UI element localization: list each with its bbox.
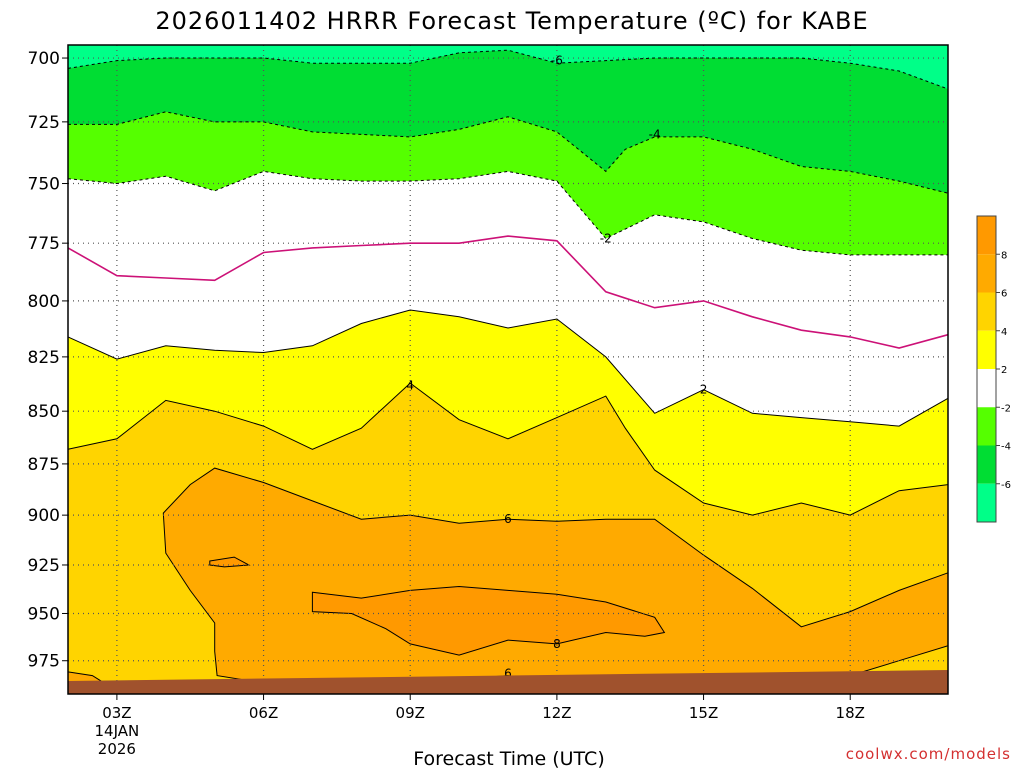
y-tick-label: 775 (28, 234, 60, 254)
colorbar-label: 2 (1001, 365, 1007, 376)
colorbar-band (977, 407, 996, 446)
colorbar-band (977, 254, 996, 293)
contour-label: 2 (700, 383, 708, 397)
colorbar-label: 8 (1001, 250, 1007, 261)
contour-label: 8 (553, 637, 561, 651)
source-credit: coolwx.com/models (846, 745, 1011, 763)
colorbar-band (977, 445, 996, 484)
x-date-label: 14JAN (95, 722, 140, 740)
y-tick-label: 800 (28, 292, 60, 312)
x-tick-label: 09Z (396, 704, 425, 722)
y-tick-label: 750 (28, 175, 60, 195)
colorbar-label: -4 (1001, 442, 1011, 453)
plot-frame (67, 44, 949, 695)
contour-label: 4 (406, 378, 414, 392)
y-tick-label: 950 (28, 604, 60, 624)
contour-line-4 (67, 382, 949, 516)
band-below-minus6 (68, 45, 948, 89)
contour-line--4 (68, 111, 949, 194)
contour-label: 6 (504, 512, 512, 526)
x-year-label: 2026 (98, 740, 136, 758)
plot-area: -6 -4 -2 2 4 6 8 6 (67, 45, 949, 694)
x-tick-label: 18Z (836, 704, 865, 722)
colorbar-band (977, 483, 996, 522)
colorbar-label: -2 (1001, 403, 1011, 414)
contour-label: 6 (504, 667, 512, 681)
colorbar-legend: 8 6 4 2 -2 -4 -6 (976, 215, 1011, 523)
contour-line-2 (67, 309, 949, 427)
x-tick-label: 03Z (102, 704, 131, 722)
colorbar-label: 4 (1001, 327, 1007, 338)
y-tick-label: 850 (28, 402, 60, 422)
y-tick-label: 900 (28, 506, 60, 526)
contour-label: -2 (600, 231, 612, 245)
contour-label: -6 (551, 54, 563, 68)
y-tick-label: 725 (28, 113, 60, 133)
chart-title: 2026011402 HRRR Forecast Temperature (ºC… (155, 7, 868, 35)
axes: 700 725 750 775 800 825 850 875 900 925 950 975 03Z 0… (28, 44, 949, 758)
colorbar-label: 6 (1001, 289, 1007, 300)
y-tick-label: 925 (28, 556, 60, 576)
y-tick-label: 825 (28, 348, 60, 368)
contour-region-1 (311, 585, 666, 656)
ground-terrain (68, 670, 948, 694)
y-tick-label: 700 (28, 49, 60, 69)
x-axis-label: Forecast Time (UTC) (413, 748, 604, 768)
freezing-line (67, 235, 949, 349)
x-tick-label: 06Z (249, 704, 278, 722)
colorbar-band (977, 292, 996, 331)
colorbar-band (977, 369, 996, 408)
contour-region-2 (209, 556, 251, 568)
y-tick-label: 975 (28, 652, 60, 672)
colorbar-band (977, 330, 996, 369)
y-tick-label: 875 (28, 455, 60, 475)
x-tick-label: 15Z (689, 704, 718, 722)
band-minus6-to-minus4 (68, 45, 948, 194)
contour-label: -4 (649, 127, 661, 141)
colorbar-band (977, 216, 996, 255)
colorbar-label: -6 (1001, 480, 1011, 491)
x-tick-label: 12Z (542, 704, 571, 722)
